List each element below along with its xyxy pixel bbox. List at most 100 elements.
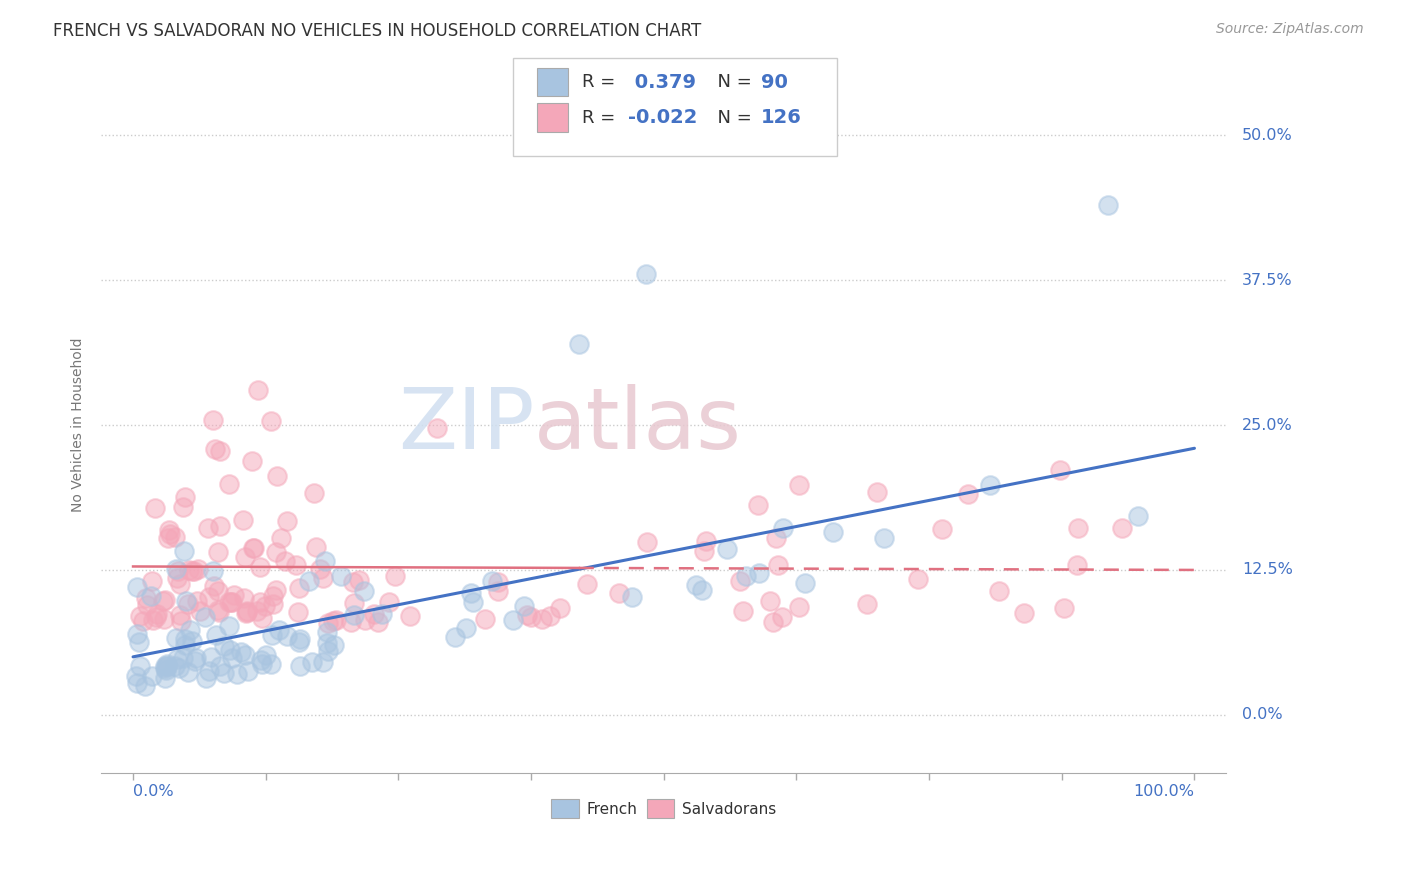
- Point: [314, 554, 336, 568]
- Point: [1128, 509, 1150, 524]
- Point: [231, 645, 253, 659]
- Point: [224, 588, 246, 602]
- Point: [460, 586, 482, 600]
- Point: [233, 591, 256, 605]
- Point: [575, 577, 598, 591]
- Point: [163, 659, 186, 673]
- Text: 0.379: 0.379: [628, 72, 696, 92]
- Text: N =: N =: [706, 73, 758, 91]
- Point: [747, 498, 769, 512]
- Point: [167, 661, 190, 675]
- Point: [173, 638, 195, 652]
- Text: 0.0%: 0.0%: [134, 784, 174, 799]
- Point: [131, 614, 153, 628]
- Text: 90: 90: [761, 72, 787, 92]
- Point: [766, 558, 789, 572]
- Text: 25.0%: 25.0%: [1243, 417, 1294, 433]
- Point: [152, 593, 174, 607]
- Point: [179, 563, 201, 577]
- Point: [481, 574, 503, 589]
- Point: [198, 664, 221, 678]
- Point: [235, 606, 257, 620]
- Text: N =: N =: [706, 109, 758, 127]
- Point: [312, 571, 335, 585]
- Text: R =: R =: [582, 73, 621, 91]
- Point: [568, 337, 591, 351]
- Point: [474, 612, 496, 626]
- Point: [187, 562, 209, 576]
- Point: [1012, 607, 1035, 621]
- Point: [316, 636, 339, 650]
- Legend: French, Salvadorans: French, Salvadorans: [546, 793, 782, 824]
- Point: [128, 609, 150, 624]
- Point: [134, 680, 156, 694]
- Text: atlas: atlas: [534, 384, 742, 467]
- Point: [298, 574, 321, 589]
- Point: [235, 549, 257, 564]
- Point: [873, 531, 896, 545]
- Point: [316, 616, 339, 631]
- Point: [516, 607, 538, 622]
- Text: FRENCH VS SALVADORAN NO VEHICLES IN HOUSEHOLD CORRELATION CHART: FRENCH VS SALVADORAN NO VEHICLES IN HOUS…: [53, 22, 702, 40]
- Point: [520, 610, 543, 624]
- Point: [486, 584, 509, 599]
- Point: [142, 613, 165, 627]
- Point: [329, 569, 352, 583]
- Point: [342, 574, 364, 589]
- Text: ZIP: ZIP: [398, 384, 534, 467]
- Point: [207, 545, 229, 559]
- Point: [378, 594, 401, 608]
- Point: [254, 648, 277, 663]
- Point: [145, 610, 167, 624]
- Point: [931, 522, 953, 536]
- Point: [249, 560, 271, 574]
- Point: [988, 584, 1011, 599]
- Point: [512, 599, 534, 614]
- Text: -0.022: -0.022: [628, 108, 697, 128]
- Point: [349, 574, 371, 588]
- Point: [1066, 558, 1088, 573]
- Point: [174, 594, 197, 608]
- Point: [188, 604, 211, 618]
- Point: [165, 561, 187, 575]
- Point: [325, 613, 347, 627]
- Point: [249, 595, 271, 609]
- Point: [240, 454, 263, 468]
- Point: [309, 561, 332, 575]
- Point: [636, 534, 658, 549]
- Point: [173, 632, 195, 646]
- Point: [186, 593, 208, 607]
- Point: [907, 572, 929, 586]
- Point: [695, 533, 717, 548]
- Point: [129, 659, 152, 673]
- Point: [305, 540, 328, 554]
- Text: 12.5%: 12.5%: [1243, 563, 1294, 577]
- Point: [208, 658, 231, 673]
- Point: [339, 615, 361, 629]
- Point: [636, 268, 658, 282]
- Point: [156, 657, 179, 672]
- Point: [443, 630, 465, 644]
- Point: [260, 657, 283, 671]
- Point: [172, 500, 194, 514]
- Point: [716, 542, 738, 557]
- Point: [208, 605, 231, 619]
- Point: [956, 487, 979, 501]
- Point: [143, 501, 166, 516]
- Point: [276, 629, 298, 643]
- Point: [426, 421, 449, 435]
- Point: [218, 477, 240, 491]
- Point: [370, 607, 392, 621]
- Point: [169, 615, 191, 629]
- Point: [153, 671, 176, 685]
- Point: [260, 414, 283, 428]
- Point: [762, 615, 785, 629]
- Point: [287, 605, 309, 619]
- Point: [236, 605, 259, 619]
- Point: [979, 477, 1001, 491]
- Point: [172, 651, 194, 665]
- Point: [250, 611, 273, 625]
- Y-axis label: No Vehicles in Household: No Vehicles in Household: [72, 338, 86, 512]
- Point: [186, 651, 208, 665]
- Point: [145, 607, 167, 621]
